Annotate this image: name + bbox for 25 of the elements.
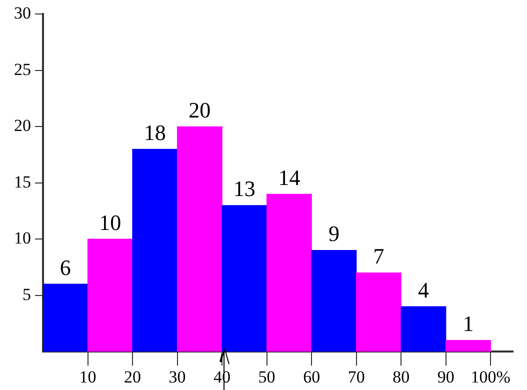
data-label: 18 [144, 120, 166, 145]
x-tick-label: 20 [124, 367, 142, 386]
y-tick-label: 30 [14, 4, 31, 23]
data-label: 4 [418, 277, 429, 302]
x-tick-label: 30 [168, 367, 186, 386]
x-tick-label: 60 [303, 367, 320, 386]
y-tick-label: 10 [14, 228, 31, 248]
x-tick-label: 50 [258, 367, 276, 386]
x-tick-label: 10 [79, 367, 96, 386]
data-label: 7 [373, 244, 384, 269]
data-label: 10 [99, 210, 122, 235]
data-label: 20 [188, 97, 211, 122]
y-tick-label: 20 [14, 116, 31, 136]
data-label: 13 [233, 176, 256, 202]
x-tick-label: 80 [392, 367, 410, 386]
data-label: 6 [60, 254, 71, 280]
data-label: 1 [462, 311, 474, 336]
x-tick-label: 100% [470, 367, 510, 386]
y-tick-label: 5 [22, 284, 31, 304]
y-tick-label: 25 [14, 60, 31, 79]
y-tick-label: 15 [14, 172, 31, 192]
x-tick-label: 70 [348, 367, 365, 386]
data-label: 14 [278, 164, 300, 190]
x-tick-label: 90 [437, 367, 454, 386]
data-label: 9 [328, 221, 340, 246]
